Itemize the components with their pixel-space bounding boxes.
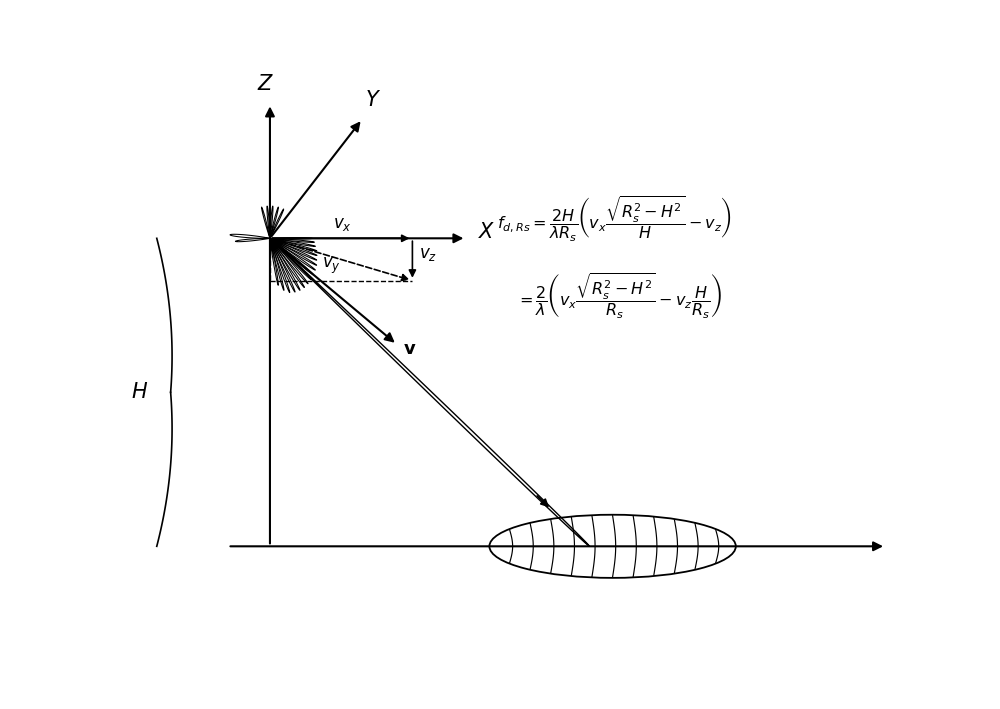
Text: $v_z$: $v_z$ xyxy=(419,245,437,262)
Text: $v_x$: $v_x$ xyxy=(333,215,352,233)
Text: Z: Z xyxy=(257,74,272,94)
Text: $f_{d,Rs} = \dfrac{2H}{\lambda R_s}\left(v_x\dfrac{\sqrt{R_s^2 - H^2}}{H} - v_z\: $f_{d,Rs} = \dfrac{2H}{\lambda R_s}\left… xyxy=(497,194,732,244)
Text: $\mathbf{v}$: $\mathbf{v}$ xyxy=(403,340,417,358)
Text: Y: Y xyxy=(365,90,378,110)
Text: $= \dfrac{2}{\lambda}\left(v_x\dfrac{\sqrt{R_s^2 - H^2}}{R_s} - v_z\dfrac{H}{R_s: $= \dfrac{2}{\lambda}\left(v_x\dfrac{\sq… xyxy=(516,272,723,321)
Text: $H$: $H$ xyxy=(131,382,148,402)
Text: X: X xyxy=(479,223,494,242)
Text: $v_y$: $v_y$ xyxy=(322,255,341,276)
